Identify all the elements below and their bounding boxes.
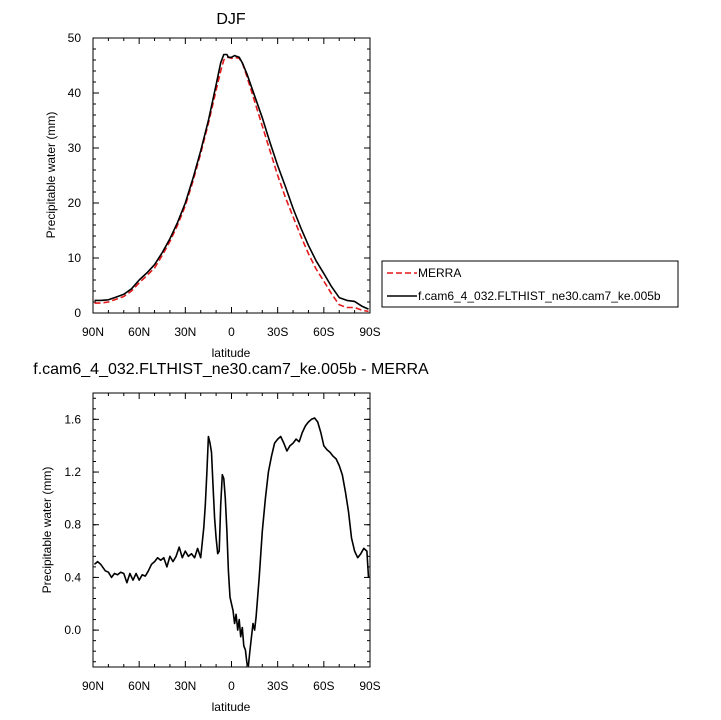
bottom-chart-panel: f.cam6_4_032.FLTHIST_ne30.cam7_ke.005b -… [33,361,429,714]
top-chart-ticks [92,37,371,314]
top-chart-ylabel: Precipitable water (mm) [44,112,58,239]
legend-label-model: f.cam6_4_032.FLTHIST_ne30.cam7_ke.005b [418,289,661,303]
top-x-tick-label: 90S [359,325,380,339]
bottom-y-tick-label: 0.4 [64,570,81,584]
bottom-x-tick-label: 90S [359,679,380,693]
top-y-tick-label: 50 [68,31,82,45]
top-x-tick-label: 30N [174,325,196,339]
bottom-y-tick-label: 1.6 [64,412,81,426]
bottom-chart-lines [93,417,370,667]
bottom-series-line-difference [93,417,370,667]
bottom-x-tick-label: 90N [82,679,104,693]
legend-box [381,260,679,308]
bottom-chart-xlabel: latitude [212,700,251,714]
top-chart-lines [94,53,369,313]
bottom-chart-y-tick-labels: 0.0 0.4 0.8 1.2 1.6 [64,412,81,637]
bottom-chart-ylabel: Precipitable water (mm) [40,467,54,594]
bottom-chart-ticks [92,393,371,667]
top-y-tick-label: 10 [68,251,82,265]
top-chart-y-tick-labels: 0 10 20 30 40 50 [68,31,82,320]
legend: MERRA f.cam6_4_032.FLTHIST_ne30.cam7_ke.… [381,260,679,308]
bottom-chart-x-tick-labels: 90N 60N 30N 0 30S 60S 90S [82,679,381,693]
bottom-chart-title: f.cam6_4_032.FLTHIST_ne30.cam7_ke.005b -… [33,361,429,378]
bottom-x-tick-label: 30N [174,679,196,693]
top-x-tick-label: 30S [267,325,288,339]
bottom-x-tick-label: 60S [313,679,334,693]
bottom-chart-frame [92,392,371,668]
top-y-tick-label: 0 [74,306,81,320]
top-chart-frame [92,37,371,314]
top-x-tick-label: 60N [128,325,150,339]
top-y-tick-label: 40 [68,86,82,100]
bottom-y-tick-label: 1.2 [64,465,81,479]
top-y-tick-label: 20 [68,196,82,210]
top-chart-x-tick-labels: 90N 60N 30N 0 30S 60S 90S [82,325,381,339]
bottom-y-tick-label: 0.0 [64,623,81,637]
top-chart-xlabel: latitude [212,346,251,360]
top-series-line-merra [94,56,369,313]
bottom-y-tick-label: 0.8 [64,518,81,532]
bottom-x-tick-label: 0 [228,679,235,693]
legend-label-merra: MERRA [418,266,461,280]
top-x-tick-label: 90N [82,325,104,339]
top-x-tick-label: 60S [313,325,334,339]
bottom-x-tick-label: 30S [267,679,288,693]
top-x-tick-label: 0 [228,325,235,339]
top-series-line-f-cam6-4-032-flthist-ne30-cam7-ke-005b [94,53,369,310]
top-chart-panel: DJF Precipitable water (mm) latitude 90N… [44,11,381,360]
top-chart-title: DJF [216,11,246,28]
bottom-x-tick-label: 60N [128,679,150,693]
top-y-tick-label: 30 [68,141,82,155]
